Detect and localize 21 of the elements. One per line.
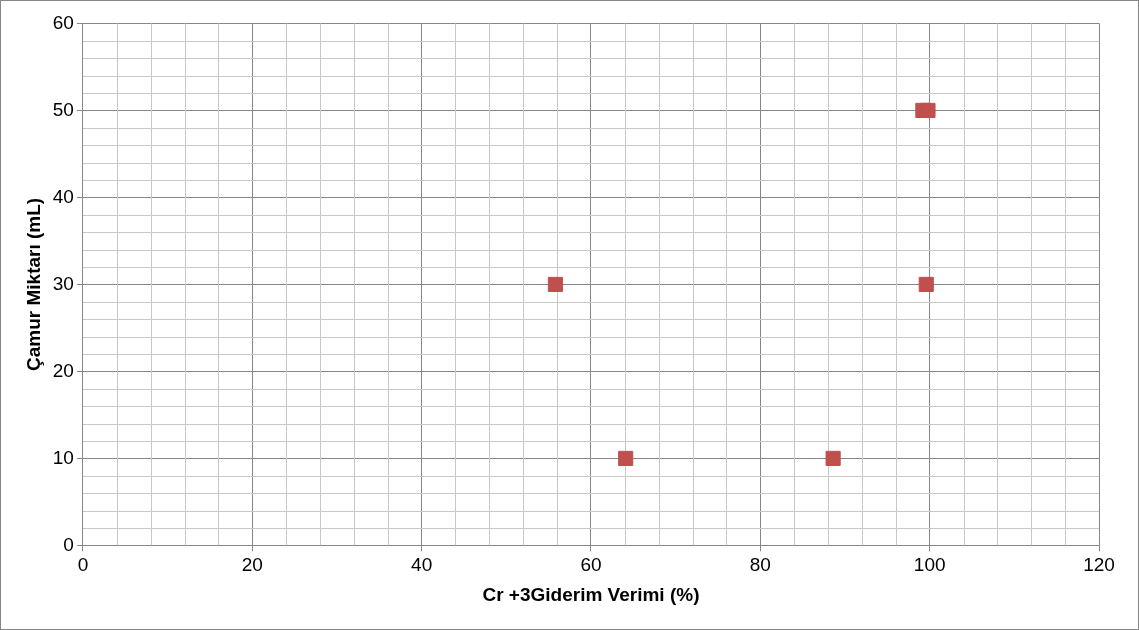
y-tick-label: 30 — [52, 272, 74, 294]
y-tick-label: 20 — [52, 359, 74, 381]
point — [825, 450, 841, 466]
x-tick-label: 40 — [411, 554, 433, 576]
point — [918, 276, 934, 292]
y-axis-title: Çamur Miktarı (mL) — [22, 197, 44, 371]
point — [618, 450, 634, 466]
x-tick-label: 100 — [913, 554, 946, 576]
x-axis-title: Cr +3Giderim Verimi (%) — [482, 583, 700, 605]
y-tick-label: 50 — [52, 98, 74, 120]
x-tick-label: 80 — [749, 554, 771, 576]
x-tick-label: 60 — [580, 554, 602, 576]
x-tick-label: 0 — [77, 554, 89, 576]
y-tick-label: 60 — [52, 11, 74, 33]
x-tick-label: 120 — [1083, 554, 1115, 576]
y-tick-label: 0 — [63, 533, 74, 555]
point — [547, 276, 563, 292]
point — [920, 102, 936, 118]
x-tick-label: 20 — [241, 554, 263, 576]
y-tick-label: 40 — [52, 185, 74, 207]
y-tick-label: 10 — [52, 446, 74, 468]
